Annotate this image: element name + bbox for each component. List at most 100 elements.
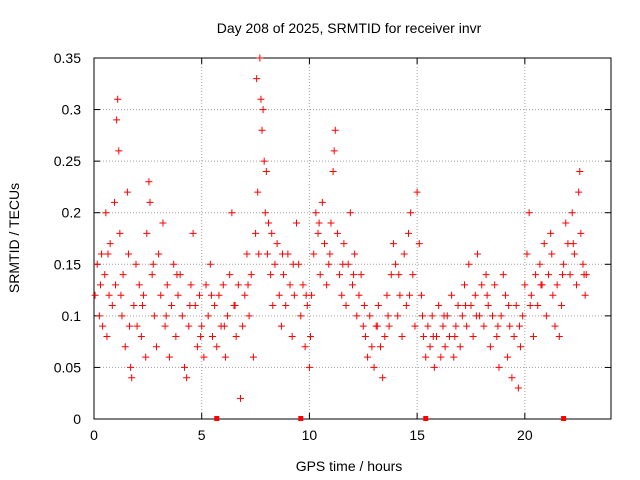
data-point [302, 291, 310, 299]
data-point [200, 353, 208, 361]
data-point [96, 281, 104, 289]
data-point [402, 302, 410, 310]
data-point [149, 260, 157, 268]
data-point [327, 219, 335, 227]
data-point [527, 291, 535, 299]
data-point [165, 353, 173, 361]
data-point [106, 240, 114, 248]
data-point [534, 302, 542, 310]
data-point [536, 260, 544, 268]
data-point [219, 281, 227, 289]
data-point [257, 95, 265, 103]
data-point [142, 353, 150, 361]
data-point [366, 312, 374, 320]
data-point [483, 291, 491, 299]
data-point [523, 250, 531, 258]
data-point [336, 271, 344, 279]
data-point [196, 291, 204, 299]
data-point [159, 219, 167, 227]
data-point [231, 302, 239, 310]
data-point [105, 291, 113, 299]
data-point [260, 157, 268, 165]
data-point [259, 106, 267, 114]
data-point [170, 260, 178, 268]
data-point [119, 271, 127, 279]
data-point [472, 312, 480, 320]
chart-title: Day 208 of 2025, SRMTID for receiver inv… [217, 20, 482, 36]
data-point [183, 374, 191, 382]
data-point [249, 353, 257, 361]
data-point [323, 281, 331, 289]
data-point [198, 322, 206, 330]
data-point [577, 229, 585, 237]
data-point [338, 291, 346, 299]
data-point [351, 250, 359, 258]
data-point [570, 250, 578, 258]
data-point [489, 312, 497, 320]
data-point [349, 281, 356, 289]
data-point [540, 240, 548, 248]
data-point [450, 353, 458, 361]
data-point [482, 271, 490, 279]
data-point [458, 312, 466, 320]
data-point [232, 332, 240, 340]
data-point [104, 250, 112, 258]
data-point [465, 260, 473, 268]
data-point [495, 363, 503, 371]
data-point [245, 312, 253, 320]
data-points [91, 54, 590, 402]
data-point [484, 302, 492, 310]
data-point [547, 229, 555, 237]
data-point [392, 260, 400, 268]
data-point [411, 322, 419, 330]
data-point [413, 188, 421, 196]
data-point [253, 75, 261, 83]
data-point [333, 229, 341, 237]
y-tick-label: 0.1 [62, 308, 82, 324]
data-point [559, 271, 567, 279]
data-point [462, 302, 470, 310]
data-point [280, 271, 288, 279]
gap-marker [214, 416, 220, 421]
data-point [145, 178, 153, 186]
data-point [278, 250, 286, 258]
data-point [451, 332, 459, 340]
data-point [133, 322, 141, 330]
data-point [146, 198, 154, 206]
data-point [340, 240, 348, 248]
data-point [395, 271, 403, 279]
data-point [127, 363, 135, 371]
data-point [305, 363, 313, 371]
data-point [440, 312, 448, 320]
data-point [407, 209, 415, 217]
data-point [505, 302, 513, 310]
data-point [282, 302, 290, 310]
data-point [480, 322, 488, 330]
data-point [220, 322, 228, 330]
data-point [314, 229, 322, 237]
y-tick-label: 0.2 [62, 205, 82, 221]
data-point [186, 302, 194, 310]
data-point [123, 188, 131, 196]
data-point [138, 302, 146, 310]
data-point [202, 281, 210, 289]
data-point [187, 281, 195, 289]
data-point [155, 250, 163, 258]
data-point [361, 332, 369, 340]
data-point [537, 281, 545, 289]
data-point [256, 54, 264, 62]
data-point [532, 271, 540, 279]
data-point [310, 250, 318, 258]
data-point [389, 240, 397, 248]
data-point [208, 332, 216, 340]
data-point [152, 343, 160, 351]
data-point [301, 343, 309, 351]
data-point [529, 332, 537, 340]
data-point [515, 322, 523, 330]
data-point [359, 322, 367, 330]
data-point [504, 353, 512, 361]
data-point [289, 260, 297, 268]
data-point [178, 312, 186, 320]
data-point [121, 343, 129, 351]
gap-markers [214, 416, 567, 421]
